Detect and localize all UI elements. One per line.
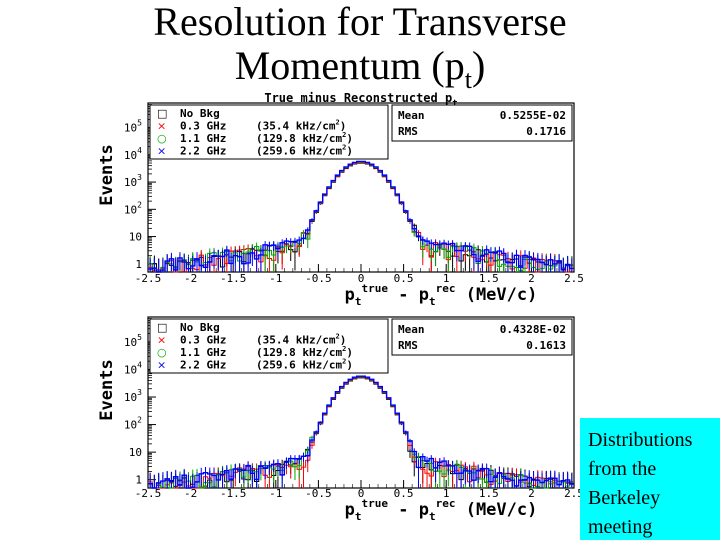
legend-box (149, 104, 389, 160)
y-tick-label: 104 (124, 360, 142, 376)
stats-value: 0.5255E-02 (500, 109, 566, 122)
x-tick-label: 2.5 (564, 487, 584, 500)
stats-label: RMS (398, 125, 418, 138)
legend-name: 1.1 GHz (180, 132, 226, 145)
histogram-panel-2: Events 1 10 102 103 104 105 -2.5 -2 -1.5 -1 -0.5 0 0.… (97, 316, 584, 523)
x-tick-label: -1.5 (220, 272, 247, 285)
x-tick-label: 1 (443, 272, 450, 285)
legend-rate: (259.6 kHz/cm2) (256, 358, 353, 372)
stats-label: Mean (398, 109, 425, 122)
x-tick-label: 0.5 (394, 487, 414, 500)
legend-rate: (35.4 kHz/cm2) (256, 333, 346, 347)
stats-value: 0.1716 (526, 125, 566, 138)
x-tick-label: -1.5 (220, 487, 247, 500)
legend-rate: (35.4 kHz/cm2) (256, 119, 346, 133)
legend-marker: □ (157, 321, 167, 334)
legend: □ No Bkg × 0.3 GHz (35.4 kHz/cm2) ○ 1.1 GHz (12… (149, 318, 389, 374)
y-tick-label: 10 (129, 446, 142, 459)
stats-frame (391, 104, 573, 142)
note-line: Berkeley (588, 487, 661, 509)
y-tick-label: 102 (124, 200, 142, 216)
legend-rate: (259.6 kHz/cm2) (256, 144, 353, 158)
legend-marker: ○ (157, 346, 167, 359)
stats-box: Mean 0.5255E-02 RMS 0.1716 (391, 104, 573, 142)
legend-marker: ○ (157, 132, 167, 145)
note-line: from the (588, 458, 657, 480)
stats-box: Mean 0.4328E-02 RMS 0.1613 (391, 318, 573, 356)
legend-marker: × (157, 359, 166, 372)
legend-name: 2.2 GHz (180, 145, 226, 158)
y-tick-label: 105 (124, 119, 142, 135)
stats-value: 0.1613 (526, 339, 566, 352)
x-tick-label: 2.5 (564, 272, 584, 285)
legend-name: No Bkg (180, 321, 220, 334)
stats-label: Mean (398, 323, 425, 336)
stats-frame (391, 318, 573, 356)
legend-marker: × (157, 145, 166, 158)
x-tick-label: -0.5 (305, 487, 332, 500)
y-tick-label: 105 (124, 333, 142, 349)
legend-marker: × (157, 120, 166, 133)
legend-marker: × (157, 334, 166, 347)
y-axis-label: Events (97, 359, 117, 420)
y-tick-label: 10 (129, 231, 142, 244)
note-line: Distributions (588, 429, 693, 451)
x-tick-label: 2 (528, 487, 535, 500)
note-line: meeting (588, 516, 653, 538)
legend: □ No Bkg × 0.3 GHz (35.4 kHz/cm2) ○ 1.1 GHz (12… (149, 104, 389, 160)
series-2-2-ghz (148, 160, 574, 273)
plot-title: True minus Reconstructed pt (264, 91, 457, 109)
x-tick-label: 1.5 (479, 487, 499, 500)
title-line-2: Momentum (pt) (0, 44, 720, 102)
x-tick-label: -2 (184, 487, 197, 500)
title-line-2-text: Momentum (p (234, 43, 465, 88)
x-tick-label: 0 (358, 487, 365, 500)
x-tick-label: -1 (269, 272, 282, 285)
x-tick-label: 0.5 (394, 272, 414, 285)
title-subscript: t (464, 65, 472, 94)
legend-name: 0.3 GHz (180, 120, 226, 133)
legend-name: 1.1 GHz (180, 346, 226, 359)
x-tick-label: -1 (269, 487, 282, 500)
stats-value: 0.4328E-02 (500, 323, 566, 336)
x-tick-label: 1.5 (479, 272, 499, 285)
legend-rate: (129.8 kHz/cm2) (256, 131, 353, 145)
y-tick-label: 102 (124, 416, 142, 432)
title-line-1: Resolution for Transverse (153, 0, 567, 44)
series-0-3-ghz (148, 162, 574, 273)
y-tick-label: 104 (124, 146, 142, 162)
y-tick-label: 1 (135, 258, 142, 271)
x-tick-label: -2.5 (135, 272, 162, 285)
legend-name: No Bkg (180, 107, 220, 120)
x-axis-label: pttrue - ptrec (MeV/c) (345, 282, 538, 308)
legend-name: 0.3 GHz (180, 334, 226, 347)
legend-name: 2.2 GHz (180, 359, 226, 372)
legend-box (149, 318, 389, 374)
slide-title: Resolution for Transverse Momentum (pt) (0, 0, 720, 102)
stats-label: RMS (398, 339, 418, 352)
y-tick-label: 103 (124, 388, 142, 404)
x-tick-label: 0 (358, 272, 365, 285)
x-tick-label: -2 (184, 272, 197, 285)
x-tick-label: -0.5 (305, 272, 332, 285)
legend-rate: (129.8 kHz/cm2) (256, 345, 353, 359)
note-box: Distributions from the Berkeley meeting (580, 418, 720, 540)
series-2-2-ghz (148, 375, 574, 489)
y-axis-label: Events (97, 144, 117, 205)
x-tick-label: 2 (528, 272, 535, 285)
title-line-2-close: ) (471, 43, 486, 88)
y-tick-label: 1 (135, 474, 142, 487)
legend-marker: □ (157, 107, 167, 120)
y-tick-label: 103 (124, 173, 142, 189)
x-tick-label: -2.5 (135, 487, 162, 500)
x-tick-label: 1 (443, 487, 450, 500)
x-axis-label: pttrue - ptrec (MeV/c) (345, 497, 538, 523)
histogram-panel-1: True minus Reconstructed ptEvents1101021… (97, 91, 584, 308)
